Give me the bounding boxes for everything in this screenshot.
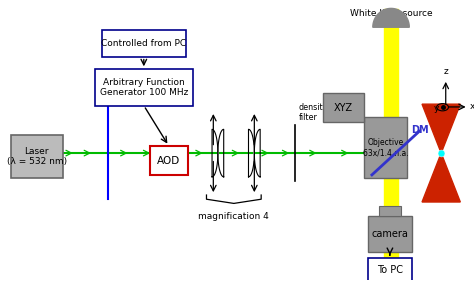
Text: Arbitrary Function
Generator 100 MHz: Arbitrary Function Generator 100 MHz	[100, 78, 188, 97]
Text: Objective
63x/1.4 n.a.: Objective 63x/1.4 n.a.	[363, 138, 408, 157]
Text: To PC: To PC	[377, 265, 403, 275]
Text: x: x	[469, 103, 474, 112]
Polygon shape	[422, 104, 460, 153]
Text: White light source: White light source	[350, 9, 432, 18]
Text: $\lambda$/2: $\lambda$/2	[111, 84, 127, 97]
Text: DM: DM	[411, 125, 429, 135]
FancyBboxPatch shape	[379, 206, 401, 216]
Text: magnification 4: magnification 4	[199, 212, 269, 221]
Text: y: y	[434, 104, 439, 113]
FancyBboxPatch shape	[149, 146, 188, 175]
Text: Laser
(λ = 532 nm): Laser (λ = 532 nm)	[7, 147, 67, 166]
Polygon shape	[248, 129, 260, 177]
FancyBboxPatch shape	[10, 135, 63, 178]
FancyBboxPatch shape	[323, 93, 364, 122]
FancyBboxPatch shape	[368, 216, 411, 252]
Text: z: z	[443, 67, 448, 76]
Text: Controlled from PC: Controlled from PC	[101, 39, 186, 48]
FancyBboxPatch shape	[368, 258, 411, 281]
FancyBboxPatch shape	[364, 117, 407, 178]
FancyBboxPatch shape	[95, 69, 193, 106]
Polygon shape	[373, 8, 409, 27]
FancyBboxPatch shape	[101, 30, 186, 56]
Text: AOD: AOD	[157, 156, 181, 166]
Polygon shape	[422, 153, 460, 202]
Text: density
filter: density filter	[299, 103, 328, 122]
Text: XYZ: XYZ	[334, 103, 353, 113]
Polygon shape	[212, 129, 224, 177]
Text: camera: camera	[372, 229, 408, 239]
